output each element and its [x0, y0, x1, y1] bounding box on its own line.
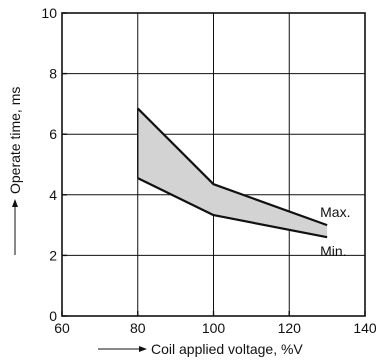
x-axis-title: Coil applied voltage, %V — [151, 341, 303, 357]
axis-ticks — [61, 12, 366, 317]
max-series-line — [136, 107, 328, 227]
x-tick-label: 80 — [130, 320, 146, 336]
max-series-label: Max. — [320, 204, 350, 220]
x-axis-arrow-icon — [139, 346, 147, 352]
y-tick-label: 8 — [49, 66, 57, 82]
operate-time-range-band — [137, 108, 328, 238]
x-tick-label: 140 — [353, 320, 376, 336]
tick-labels: 60 80 100 120 140 0 2 4 6 8 10 — [41, 5, 376, 336]
y-tick-label: 4 — [49, 187, 57, 203]
min-series-label: Min. — [320, 243, 346, 259]
x-tick-label: 60 — [54, 320, 70, 336]
x-tick-label: 100 — [202, 320, 226, 336]
y-tick-label: 0 — [49, 308, 57, 324]
y-axis-arrow-icon — [12, 199, 18, 207]
series-labels: Max. Min. — [320, 204, 350, 259]
x-tick-label: 120 — [278, 320, 302, 336]
min-series-line — [137, 177, 328, 239]
y-tick-label: 6 — [49, 126, 57, 142]
grid-lines — [62, 13, 365, 316]
series-lines — [136, 107, 328, 239]
y-axis-title-group: Operate time, ms — [7, 87, 23, 255]
y-tick-label: 10 — [41, 5, 57, 21]
y-axis-title: Operate time, ms — [7, 87, 23, 194]
y-tick-label: 2 — [49, 247, 57, 263]
x-axis-title-group: Coil applied voltage, %V — [98, 341, 303, 357]
